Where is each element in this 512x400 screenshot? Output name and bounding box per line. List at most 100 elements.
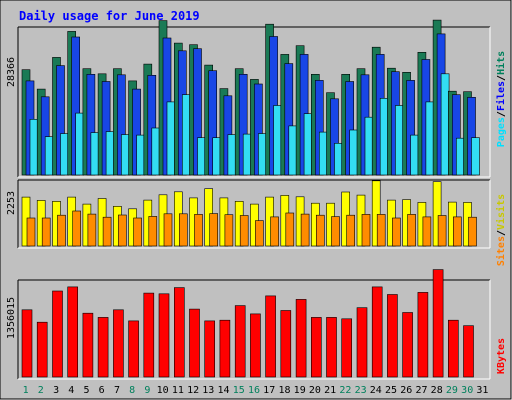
bar-pages-day-27 [425,101,435,176]
x-tick-label-3: 3 [53,385,59,396]
bar-pages-day-5 [90,132,100,176]
bar-sites-day-2 [41,217,51,247]
bar-kbytes-day-6 [97,317,109,378]
bar-kbytes-day-11 [174,287,185,378]
bar-kbytes-day-9 [143,292,155,378]
bar-sites-day-13 [209,213,218,247]
x-tick-label-15: 15 [233,385,245,396]
bar-kbytes-day-4 [67,286,78,378]
bar-pages-day-1 [29,119,39,176]
bar-pages-day-8 [136,134,145,176]
bar-sites-day-28 [437,215,447,247]
bar-pages-day-20 [318,131,328,176]
bar-pages-day-23 [364,116,374,176]
bar-pages-day-6 [105,131,115,176]
bar-pages-day-30 [471,137,480,176]
bar-pages-day-16 [258,133,267,176]
x-tick-label-7: 7 [114,385,120,396]
bar-kbytes-day-27 [417,292,429,378]
bar-sites-day-3 [57,214,66,247]
y-max-label-bot: 1356015 [6,297,17,339]
x-tick-label-8: 8 [129,385,135,396]
bar-pages-day-9 [151,127,161,176]
bar-kbytes-day-28 [432,269,444,378]
bar-kbytes-day-26 [402,312,413,378]
bar-kbytes-day-23 [356,307,368,378]
bar-sites-day-12 [194,214,203,247]
bar-sites-day-8 [133,217,142,247]
x-tick-label-23: 23 [355,385,367,396]
x-tick-label-4: 4 [68,385,74,396]
x-tick-label-11: 11 [172,385,184,396]
x-tick-label-26: 26 [400,385,412,396]
bar-sites-day-15 [239,215,249,247]
x-tick-label-13: 13 [202,385,214,396]
bar-kbytes-day-17 [265,295,276,378]
y-max-label-top: 28366 [6,57,17,87]
bar-pages-day-10 [166,101,176,176]
bar-kbytes-day-19 [295,299,307,378]
bar-kbytes-day-8 [128,320,139,378]
x-tick-label-24: 24 [370,385,382,396]
bar-kbytes-day-24 [371,286,383,378]
x-tick-label-10: 10 [157,385,169,396]
x-tick-label-1: 1 [23,385,29,396]
x-tick-label-5: 5 [83,385,89,396]
legend-mid: Sites/Visits [495,194,507,266]
bar-sites-day-9 [148,216,158,247]
bar-pages-day-24 [379,98,389,176]
x-tick-label-20: 20 [309,385,321,396]
x-tick-label-16: 16 [248,385,260,396]
bar-kbytes-day-13 [204,320,215,378]
bar-pages-day-21 [334,143,343,176]
x-tick-label-12: 12 [187,385,199,396]
bar-pages-day-3 [60,133,69,176]
bar-kbytes-day-20 [310,317,322,378]
bar-sites-day-26 [407,214,416,247]
bar-pages-day-25 [395,105,404,176]
bar-sites-day-27 [422,216,432,247]
x-tick-label-31: 31 [476,385,488,396]
bar-kbytes-day-25 [387,294,398,378]
bar-pages-day-12 [197,137,206,176]
bar-sites-day-7 [118,214,127,247]
x-tick-label-9: 9 [144,385,150,396]
bar-sites-day-11 [179,213,188,247]
bar-visits-day-24 [371,180,381,247]
bar-kbytes-day-14 [219,319,231,378]
bar-pages-day-7 [121,134,130,176]
bar-kbytes-day-16 [250,313,261,378]
chart-title: Daily usage for June 2019 [19,9,200,23]
bar-sites-day-17 [270,216,279,247]
bar-kbytes-day-18 [280,310,292,378]
bar-kbytes-day-7 [113,309,124,378]
bar-sites-day-21 [331,216,340,247]
y-max-label-mid: 2253 [6,191,17,215]
x-tick-label-25: 25 [385,385,397,396]
x-tick-label-27: 27 [415,385,427,396]
bar-kbytes-day-29 [447,319,459,378]
x-tick-label-29: 29 [446,385,458,396]
bar-pages-day-2 [44,136,54,176]
bar-sites-day-25 [392,217,401,247]
x-tick-label-2: 2 [38,385,44,396]
legend-top: Pages/Files/Hits [495,51,507,147]
bar-pages-day-14 [227,134,237,176]
bar-pages-day-15 [242,133,252,176]
bar-kbytes-day-21 [326,317,337,378]
x-tick-label-30: 30 [461,385,473,396]
bar-sites-day-1 [26,217,36,247]
x-tick-label-18: 18 [278,385,290,396]
bar-sites-day-4 [72,210,81,247]
bar-kbytes-day-22 [341,318,353,378]
bar-pages-day-4 [75,112,84,176]
x-tick-label-17: 17 [263,385,275,396]
bar-pages-day-22 [349,129,359,176]
legend-bot: KBytes [496,338,507,374]
bar-sites-day-20 [315,214,325,247]
bar-pages-day-18 [288,125,298,176]
bar-kbytes-day-2 [36,321,48,378]
bar-pages-day-17 [273,105,282,176]
bar-kbytes-day-5 [82,312,94,378]
